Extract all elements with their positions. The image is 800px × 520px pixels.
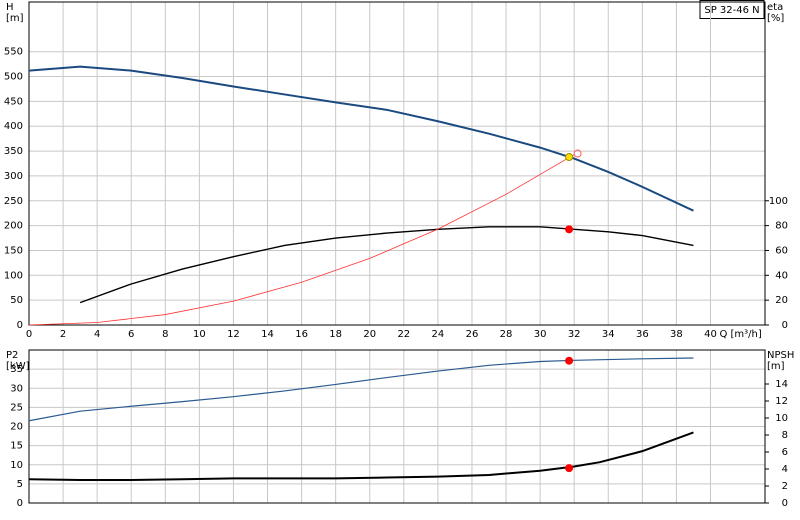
x-tick-label: 24 (432, 329, 445, 340)
x-axis-label: Q [m³/h] (719, 329, 761, 340)
x-tick-label: 32 (568, 329, 581, 340)
y2-tick-label: 10 (775, 413, 788, 424)
y-tick-label: 500 (4, 72, 23, 83)
x-tick-label: 12 (227, 329, 240, 340)
y-axis-unit: [kW] (6, 361, 30, 372)
x-tick-label: 2 (60, 329, 66, 340)
y-tick-label: 30 (10, 383, 23, 394)
y2-axis-unit: [%] (767, 13, 784, 24)
marker (565, 153, 574, 162)
x-tick-label: 20 (363, 329, 376, 340)
y-tick-label: 25 (10, 402, 23, 413)
x-tick-label: 0 (26, 329, 32, 340)
y-tick-label: 150 (4, 245, 23, 256)
y2-tick-label: 6 (782, 447, 788, 458)
y-tick-label: 200 (4, 221, 23, 232)
y-tick-label: 50 (10, 295, 23, 306)
y-axis-unit: [m] (6, 13, 24, 24)
y-axis-label: H (6, 2, 14, 13)
x-tick-label: 8 (162, 329, 168, 340)
x-tick-label: 10 (193, 329, 206, 340)
y2-tick-label: 4 (782, 464, 788, 475)
plot-frame (28, 349, 766, 504)
x-tick-label: 4 (94, 329, 100, 340)
x-tick-label: 34 (602, 329, 615, 340)
y-tick-label: 550 (4, 47, 23, 58)
y2-axis-label: NPSH (767, 350, 794, 361)
y2-tick-label: 8 (782, 430, 788, 441)
y-tick-label: 0 (17, 320, 23, 331)
chart-title: SP 32-46 N (704, 5, 759, 16)
x-tick-label: 6 (128, 329, 134, 340)
y2-tick-label: 80 (775, 221, 788, 232)
y-tick-label: 300 (4, 171, 23, 182)
x-tick-label: 22 (397, 329, 410, 340)
y2-tick-label: 0 (782, 498, 788, 509)
x-tick-label: 14 (261, 329, 274, 340)
x-tick-label: 40 (704, 329, 717, 340)
y2-tick-label: 20 (775, 295, 788, 306)
y2-tick-label: 12 (775, 396, 788, 407)
x-tick-label: 36 (636, 329, 649, 340)
y2-tick-label: 2 (782, 481, 788, 492)
x-tick-label: 18 (329, 329, 342, 340)
y-axis-label: P2 (6, 350, 18, 361)
marker (565, 464, 574, 473)
x-tick-label: 38 (670, 329, 683, 340)
title-box (699, 0, 765, 19)
y2-tick-label: 14 (775, 379, 788, 390)
y-tick-label: 0 (17, 498, 23, 509)
y-tick-label: 20 (10, 422, 23, 433)
y-tick-label: 10 (10, 460, 23, 471)
y-tick-label: 350 (4, 146, 23, 157)
x-tick-label: 28 (500, 329, 513, 340)
y-tick-label: 100 (4, 270, 23, 281)
series-line (28, 154, 575, 326)
x-tick-label: 16 (295, 329, 308, 340)
plot-frame (28, 1, 766, 326)
y2-tick-label: 100 (769, 196, 788, 207)
series-line (28, 65, 694, 212)
y-tick-label: 15 (10, 441, 23, 452)
y-tick-label: 400 (4, 121, 23, 132)
marker (565, 225, 574, 234)
y2-tick-label: 40 (775, 270, 788, 281)
series-line (79, 226, 694, 304)
marker (565, 356, 574, 365)
marker (573, 149, 582, 158)
y-tick-label: 5 (17, 479, 23, 490)
y-tick-label: 450 (4, 96, 23, 107)
y2-axis-unit: [m] (767, 361, 785, 372)
x-tick-label: 30 (534, 329, 547, 340)
y2-axis-label: eta (767, 2, 783, 13)
y-tick-label: 250 (4, 196, 23, 207)
y-tick-label: 35 (10, 364, 23, 375)
series-line (28, 431, 694, 482)
y2-tick-label: 0 (782, 320, 788, 331)
x-tick-label: 26 (466, 329, 479, 340)
y2-tick-label: 60 (775, 245, 788, 256)
